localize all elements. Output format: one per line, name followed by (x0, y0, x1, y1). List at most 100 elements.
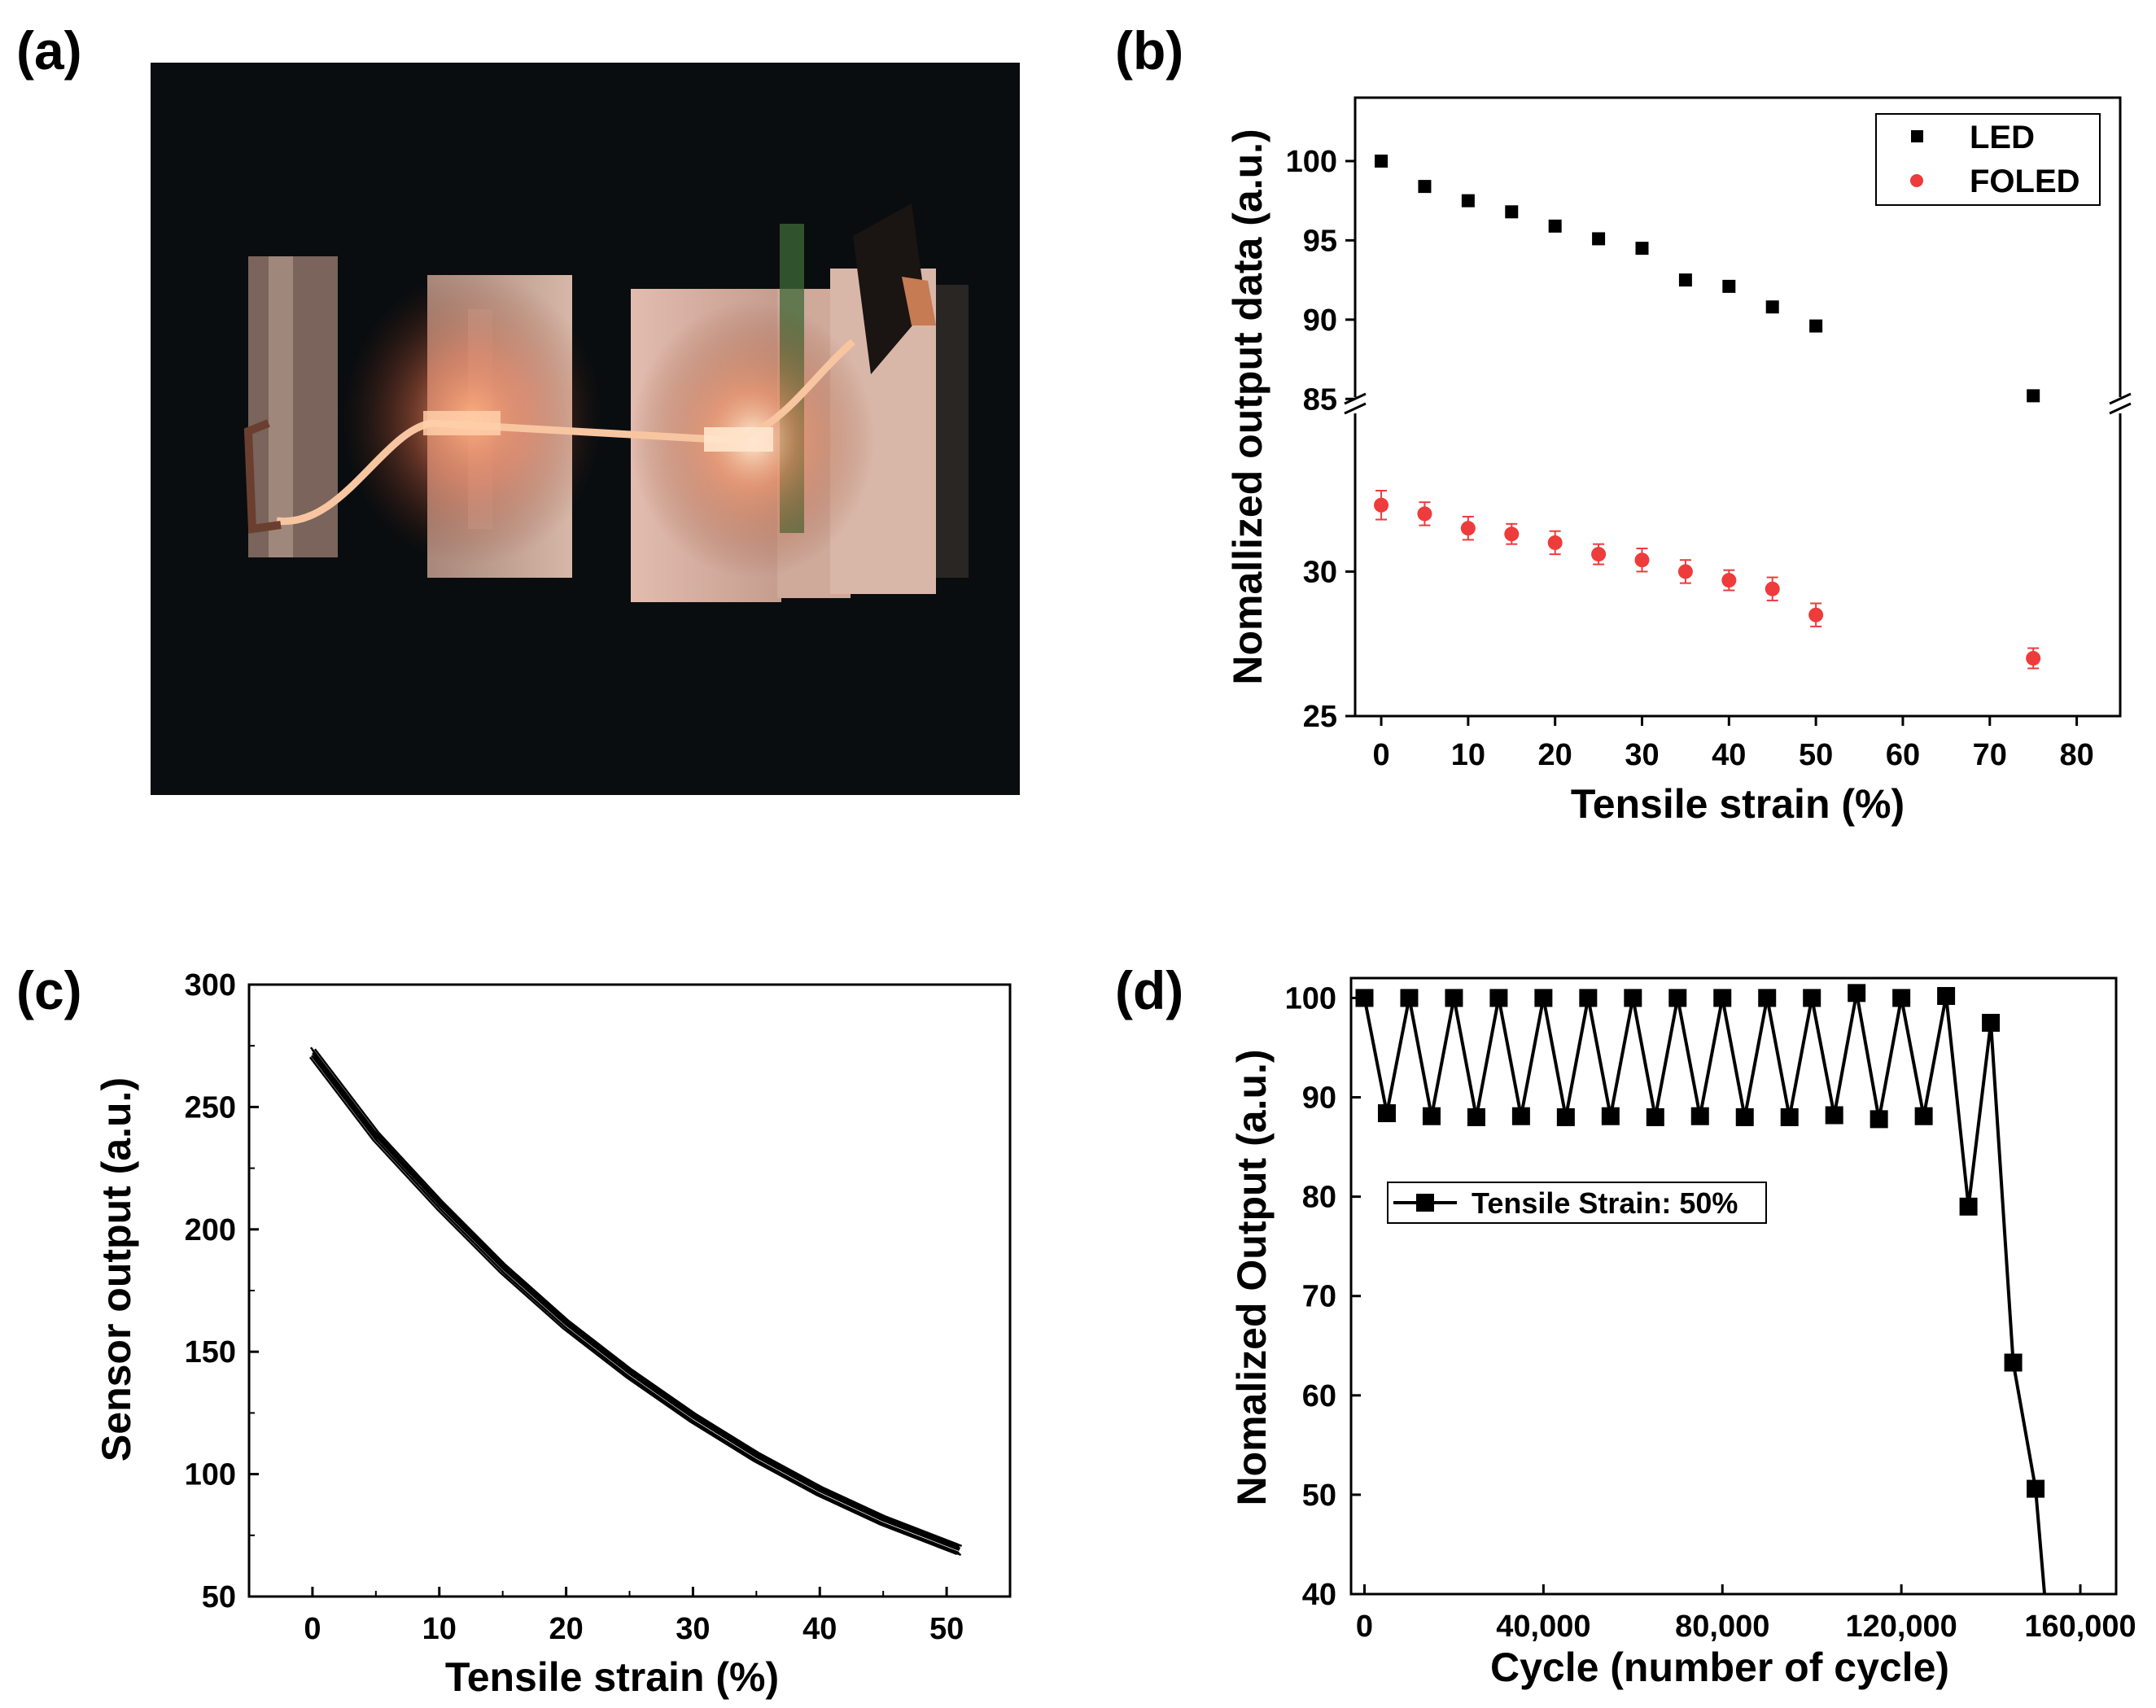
y-tick-label-d: 80 (1302, 1181, 1336, 1215)
y-tick-label-c: 200 (185, 1213, 236, 1247)
cycle-point (1713, 989, 1732, 1007)
x-tick-label-c: 30 (676, 1612, 710, 1646)
y-tick-label-c: 300 (185, 968, 236, 1003)
cycle-point (1646, 1107, 1664, 1126)
foled-point (1721, 573, 1737, 588)
led-point (1722, 279, 1736, 293)
cycle-point (1982, 1013, 2001, 1032)
panel-label-d: (d) (1115, 960, 1183, 1020)
legend-d: Tensile Strain: 50% (1387, 1182, 1767, 1224)
cycle-point (1534, 989, 1553, 1007)
led-point (1765, 300, 1779, 314)
x-tick-label-b: 80 (2059, 738, 2093, 772)
cycle-point (1422, 1107, 1441, 1125)
x-axis-label-b: Tensile strain (%) (1571, 781, 1905, 827)
sensor-curve (313, 1048, 963, 1547)
legend-marker-d (1416, 1194, 1434, 1212)
foled-point (1417, 506, 1432, 522)
legend-marker-led (1911, 130, 1923, 142)
sensor-curve (310, 1055, 960, 1553)
x-tick-label-b: 0 (1372, 738, 1389, 772)
y-tick-label-b-upper: 100 (1286, 145, 1337, 179)
cycle-line (1362, 991, 2047, 1595)
sensor-curve (311, 1049, 960, 1548)
sensor-curve (309, 1046, 959, 1545)
x-tick-label-d: 40,000 (1496, 1610, 1590, 1644)
photo-panel (151, 63, 1020, 795)
led-point (1592, 232, 1606, 246)
y-tick-label-d: 70 (1302, 1280, 1336, 1314)
y-tick-label-c: 50 (202, 1580, 236, 1614)
legend-marker-foled (1910, 174, 1923, 187)
cycle-point (1377, 1104, 1396, 1123)
cycle-point (1914, 1107, 1933, 1125)
cycle-point (1511, 1107, 1530, 1125)
x-tick-label-b: 70 (1973, 738, 2007, 772)
y-tick-label-b-lower: 30 (1303, 555, 1337, 589)
y-tick-label-c: 250 (185, 1090, 236, 1125)
cycle-point (1690, 1107, 1709, 1125)
x-axis-label-c: Tensile strain (%) (445, 1654, 779, 1700)
x-tick-label-c: 50 (929, 1612, 964, 1646)
x-tick-label-d: 80,000 (1675, 1610, 1769, 1644)
cycle-point (1624, 989, 1642, 1007)
y-tick-label-d: 40 (1302, 1578, 1336, 1612)
cycle-point (1579, 989, 1598, 1007)
y-tick-label-d: 100 (1285, 981, 1336, 1016)
led-point (1418, 180, 1432, 194)
y-tick-label-b-upper: 95 (1303, 224, 1337, 258)
x-tick-label-d: 120,000 (1845, 1610, 1957, 1644)
cycle-point (1870, 1110, 1888, 1129)
x-tick-label-c: 20 (549, 1612, 583, 1646)
x-tick-label-b: 30 (1625, 738, 1659, 772)
y-axis-label-d: Nomalized Output (a.u.) (1229, 1049, 1275, 1505)
sensor-curve (313, 1057, 962, 1556)
foled-point (1677, 564, 1693, 579)
led-point (1548, 219, 1562, 233)
y-tick-label-c: 100 (185, 1458, 236, 1492)
x-tick-label-b: 20 (1538, 738, 1572, 772)
cycle-point (1825, 1106, 1843, 1125)
led-point (1375, 154, 1388, 168)
led-point (1635, 242, 1649, 256)
cycle-point (1467, 1107, 1485, 1126)
foled-point (2026, 650, 2041, 666)
x-axis-label-d: Cycle (number of cycle) (1490, 1645, 1949, 1690)
led-point (1809, 319, 1823, 333)
legend-label-foled: FOLED (1970, 164, 2080, 199)
chart-b: LED FOLED Tensile strain (%) Nomallized … (1225, 96, 2132, 827)
cycle-point (1735, 1107, 1754, 1126)
legend-b: LED FOLED (1875, 113, 2101, 206)
cycle-point (1355, 989, 1374, 1007)
panel-label-b: (b) (1115, 20, 1183, 81)
cycle-point (1803, 989, 1821, 1007)
foled-point (1460, 521, 1476, 536)
x-tick-label-d: 160,000 (2024, 1610, 2136, 1644)
cycle-point (2027, 1479, 2045, 1498)
led-point (1678, 273, 1692, 287)
cycle-point (1780, 1107, 1799, 1126)
legend-label-d: Tensile Strain: 50% (1472, 1186, 1738, 1220)
chart-d: Tensile Strain: 50% Cycle (number of cyc… (1229, 976, 2136, 1690)
foled-point (1634, 553, 1650, 568)
y-axis-label-b: Nomallized output data (a.u.) (1225, 129, 1270, 684)
y-tick-label-b-upper: 85 (1303, 382, 1337, 417)
cycle-point (1400, 989, 1419, 1007)
chart-c: Tensile strain (%) Sensor output (a.u.) … (94, 968, 1012, 1700)
x-tick-label-c: 0 (304, 1612, 321, 1646)
cycle-point (1848, 984, 1866, 1003)
cycle-point (1445, 989, 1463, 1007)
sensor-curve (311, 1052, 960, 1551)
cycle-point (1959, 1197, 1978, 1216)
x-tick-label-c: 40 (802, 1612, 837, 1646)
foled-point (1374, 497, 1389, 513)
sensor-curve (312, 1051, 961, 1549)
foled-point (1504, 526, 1520, 542)
y-axis-label-c: Sensor output (a.u.) (94, 1077, 139, 1461)
foled-point (1765, 581, 1780, 596)
panel-label-a: (a) (16, 20, 82, 81)
panel-label-c: (c) (16, 960, 82, 1020)
cycle-point (2004, 1353, 2023, 1372)
cycle-point (1937, 986, 1956, 1005)
